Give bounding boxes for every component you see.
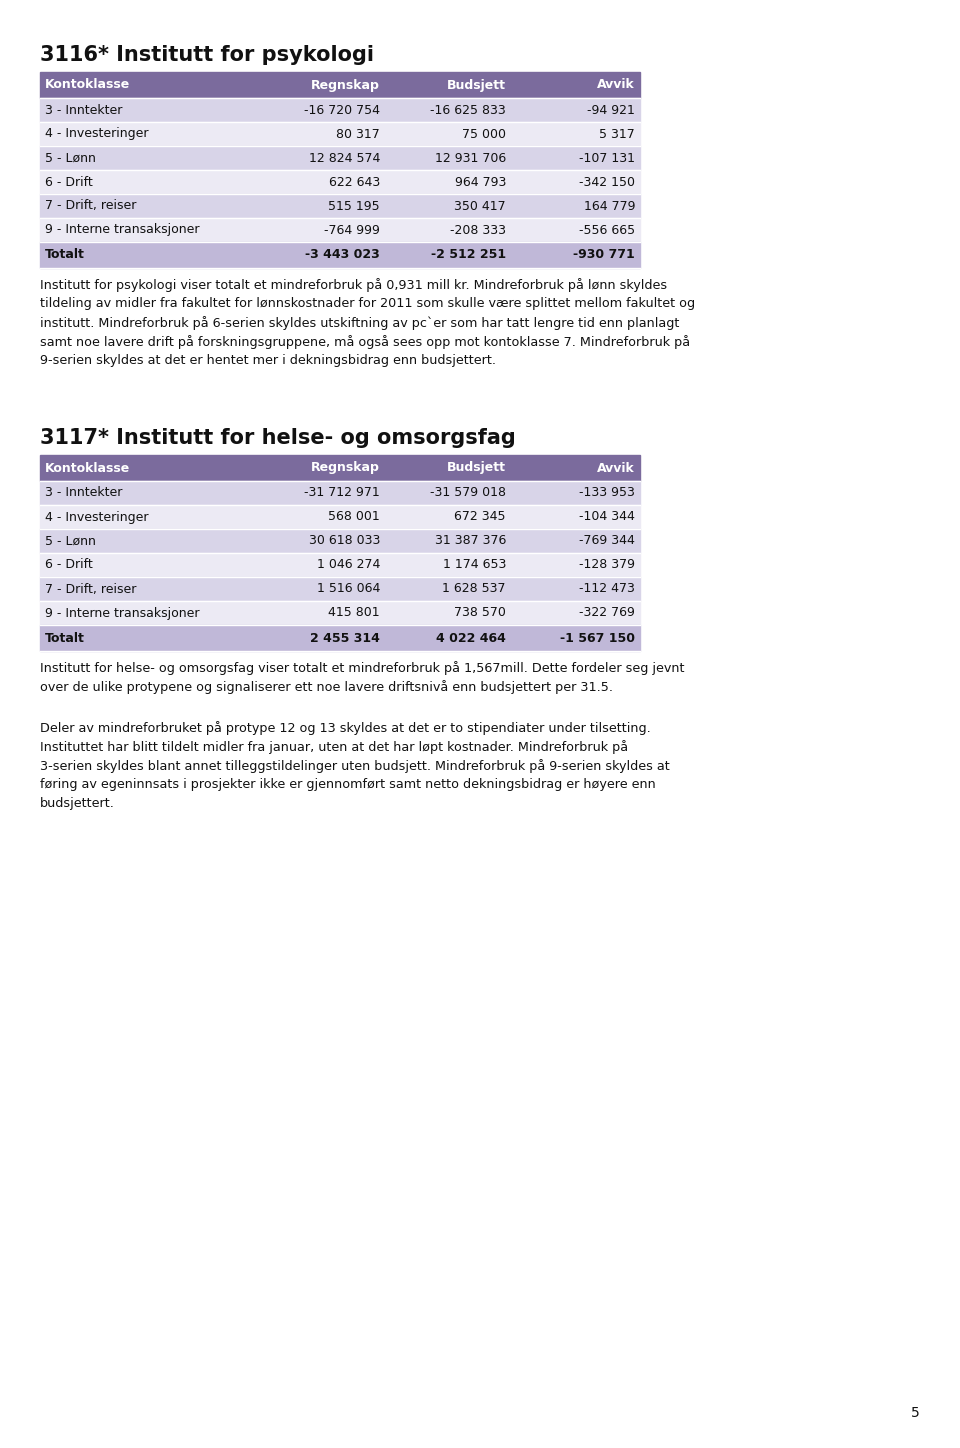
- Text: 3116* Institutt for psykologi: 3116* Institutt for psykologi: [40, 45, 374, 65]
- Text: Budsjett: Budsjett: [447, 462, 506, 475]
- Text: 568 001: 568 001: [328, 511, 380, 524]
- Bar: [40, 529, 640, 553]
- Bar: [40, 553, 640, 576]
- Text: -94 921: -94 921: [588, 103, 635, 116]
- Text: -322 769: -322 769: [579, 607, 635, 620]
- Text: samt noe lavere drift på forskningsgruppene, må også sees opp mot kontoklasse 7.: samt noe lavere drift på forskningsgrupp…: [40, 334, 690, 349]
- Text: -764 999: -764 999: [324, 223, 380, 236]
- Text: -208 333: -208 333: [450, 223, 506, 236]
- Text: 3117* Institutt for helse- og omsorgsfag: 3117* Institutt for helse- og omsorgsfag: [40, 429, 516, 447]
- Text: 1 046 274: 1 046 274: [317, 559, 380, 572]
- Text: 3-serien skyldes blant annet tilleggstildelinger uten budsjett. Mindreforbruk på: 3-serien skyldes blant annet tilleggstil…: [40, 759, 670, 773]
- Text: 1 516 064: 1 516 064: [317, 582, 380, 595]
- Text: -31 579 018: -31 579 018: [430, 487, 506, 500]
- Bar: [40, 194, 640, 219]
- Text: 12 931 706: 12 931 706: [435, 152, 506, 165]
- Text: -2 512 251: -2 512 251: [431, 249, 506, 262]
- Text: 4 - Investeringer: 4 - Investeringer: [45, 127, 149, 140]
- Text: 2 455 314: 2 455 314: [310, 631, 380, 644]
- Text: 31 387 376: 31 387 376: [435, 534, 506, 547]
- Bar: [40, 576, 640, 601]
- Bar: [40, 455, 640, 481]
- Bar: [40, 219, 640, 242]
- Text: 515 195: 515 195: [328, 200, 380, 213]
- Text: -556 665: -556 665: [579, 223, 635, 236]
- Text: 4 022 464: 4 022 464: [436, 631, 506, 644]
- Text: Kontoklasse: Kontoklasse: [45, 462, 131, 475]
- Text: 3 - Inntekter: 3 - Inntekter: [45, 103, 122, 116]
- Text: 7 - Drift, reiser: 7 - Drift, reiser: [45, 200, 136, 213]
- Text: 964 793: 964 793: [455, 175, 506, 188]
- Text: 4 - Investeringer: 4 - Investeringer: [45, 511, 149, 524]
- Text: Kontoklasse: Kontoklasse: [45, 78, 131, 91]
- Text: -769 344: -769 344: [579, 534, 635, 547]
- Text: -16 720 754: -16 720 754: [304, 103, 380, 116]
- Text: Budsjett: Budsjett: [447, 78, 506, 91]
- Text: -31 712 971: -31 712 971: [304, 487, 380, 500]
- Bar: [40, 601, 640, 626]
- Text: -128 379: -128 379: [579, 559, 635, 572]
- Text: 1 174 653: 1 174 653: [443, 559, 506, 572]
- Text: -342 150: -342 150: [579, 175, 635, 188]
- Text: 80 317: 80 317: [336, 127, 380, 140]
- Text: 622 643: 622 643: [328, 175, 380, 188]
- Bar: [40, 626, 640, 652]
- Text: 5 317: 5 317: [599, 127, 635, 140]
- Text: 75 000: 75 000: [462, 127, 506, 140]
- Text: Deler av mindreforbruket på protype 12 og 13 skyldes at det er to stipendiater u: Deler av mindreforbruket på protype 12 o…: [40, 721, 651, 736]
- Text: Avvik: Avvik: [597, 462, 635, 475]
- Text: 12 824 574: 12 824 574: [308, 152, 380, 165]
- Text: budsjettert.: budsjettert.: [40, 796, 115, 809]
- Text: Institutt for psykologi viser totalt et mindreforbruk på 0,931 mill kr. Mindrefo: Institutt for psykologi viser totalt et …: [40, 278, 667, 292]
- Bar: [40, 72, 640, 98]
- Text: -3 443 023: -3 443 023: [305, 249, 380, 262]
- Text: Regnskap: Regnskap: [311, 462, 380, 475]
- Text: 350 417: 350 417: [454, 200, 506, 213]
- Text: -107 131: -107 131: [579, 152, 635, 165]
- Text: -930 771: -930 771: [573, 249, 635, 262]
- Text: 5: 5: [911, 1406, 920, 1420]
- Text: -133 953: -133 953: [579, 487, 635, 500]
- Bar: [40, 122, 640, 146]
- Text: 6 - Drift: 6 - Drift: [45, 175, 93, 188]
- Text: 9 - Interne transaksjoner: 9 - Interne transaksjoner: [45, 223, 200, 236]
- Bar: [40, 481, 640, 505]
- Text: 9-serien skyldes at det er hentet mer i dekningsbidrag enn budsjettert.: 9-serien skyldes at det er hentet mer i …: [40, 353, 496, 366]
- Bar: [40, 169, 640, 194]
- Text: 5 - Lønn: 5 - Lønn: [45, 534, 96, 547]
- Text: -1 567 150: -1 567 150: [560, 631, 635, 644]
- Text: over de ulike protypene og signaliserer ett noe lavere driftsnivå enn budsjetter: over de ulike protypene og signaliserer …: [40, 681, 613, 694]
- Text: tildeling av midler fra fakultet for lønnskostnader for 2011 som skulle være spl: tildeling av midler fra fakultet for løn…: [40, 297, 695, 310]
- Text: 5 - Lønn: 5 - Lønn: [45, 152, 96, 165]
- Text: 30 618 033: 30 618 033: [308, 534, 380, 547]
- Text: Avvik: Avvik: [597, 78, 635, 91]
- Text: institutt. Mindreforbruk på 6-serien skyldes utskiftning av pc`er som har tatt l: institutt. Mindreforbruk på 6-serien sky…: [40, 316, 680, 330]
- Text: føring av egeninnsats i prosjekter ikke er gjennomført samt netto dekningsbidrag: føring av egeninnsats i prosjekter ikke …: [40, 778, 656, 791]
- Text: -104 344: -104 344: [579, 511, 635, 524]
- Text: 738 570: 738 570: [454, 607, 506, 620]
- Bar: [40, 98, 640, 122]
- Text: 415 801: 415 801: [328, 607, 380, 620]
- Text: 164 779: 164 779: [584, 200, 635, 213]
- Text: 9 - Interne transaksjoner: 9 - Interne transaksjoner: [45, 607, 200, 620]
- Text: 672 345: 672 345: [454, 511, 506, 524]
- Bar: [40, 146, 640, 169]
- Text: -16 625 833: -16 625 833: [430, 103, 506, 116]
- Text: Instituttet har blitt tildelt midler fra januar, uten at det har løpt kostnader.: Instituttet har blitt tildelt midler fra…: [40, 740, 628, 754]
- Text: 3 - Inntekter: 3 - Inntekter: [45, 487, 122, 500]
- Text: Totalt: Totalt: [45, 249, 84, 262]
- Text: Regnskap: Regnskap: [311, 78, 380, 91]
- Text: Totalt: Totalt: [45, 631, 84, 644]
- Bar: [40, 242, 640, 268]
- Text: Institutt for helse- og omsorgsfag viser totalt et mindreforbruk på 1,567mill. D: Institutt for helse- og omsorgsfag viser…: [40, 660, 684, 675]
- Text: 6 - Drift: 6 - Drift: [45, 559, 93, 572]
- Text: 7 - Drift, reiser: 7 - Drift, reiser: [45, 582, 136, 595]
- Text: -112 473: -112 473: [579, 582, 635, 595]
- Bar: [40, 505, 640, 529]
- Text: 1 628 537: 1 628 537: [443, 582, 506, 595]
